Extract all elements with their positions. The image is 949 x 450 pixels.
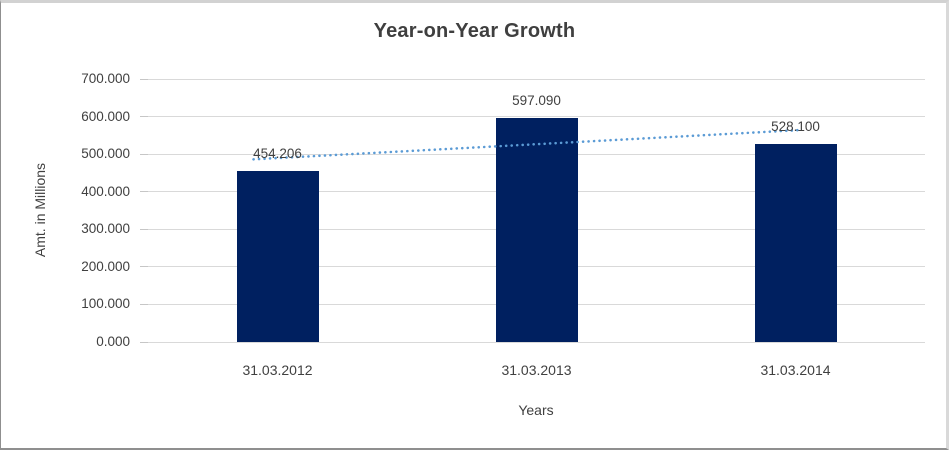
bar-data-label: 528.100 <box>771 118 820 134</box>
x-axis-title: Years <box>518 402 554 418</box>
y-tick-label: 100.000 <box>81 296 130 312</box>
x-tick-label: 31.03.2014 <box>760 362 831 378</box>
bar-data-label: 597.090 <box>512 92 561 108</box>
y-axis-tick <box>140 78 148 80</box>
y-axis-tick <box>140 153 148 155</box>
bar <box>754 143 837 342</box>
y-tick-label: 500.000 <box>81 146 130 162</box>
y-axis-tick <box>140 266 148 268</box>
y-tick-label: 200.000 <box>81 258 130 274</box>
bar-data-label: 454.206 <box>253 146 302 162</box>
y-axis-tick <box>140 228 148 230</box>
y-axis-tick <box>140 191 148 193</box>
chart-title: Year-on-Year Growth <box>373 20 576 42</box>
y-tick-label: 400.000 <box>81 183 130 199</box>
gridline <box>148 78 925 80</box>
gridline <box>148 341 925 343</box>
y-tick-label: 0.000 <box>96 334 130 349</box>
y-tick-label: 700.000 <box>81 71 130 86</box>
bar <box>495 117 578 342</box>
y-axis-tick <box>140 116 148 118</box>
x-tick-label: 31.03.2012 <box>242 362 313 378</box>
y-tick-label: 600.000 <box>81 108 130 124</box>
bar <box>236 171 319 342</box>
y-tick-label: 300.000 <box>81 221 130 237</box>
y-axis-tick <box>140 341 148 343</box>
y-axis-tick <box>140 303 148 305</box>
gridline <box>148 116 925 118</box>
x-tick-label: 31.03.2013 <box>501 362 572 378</box>
